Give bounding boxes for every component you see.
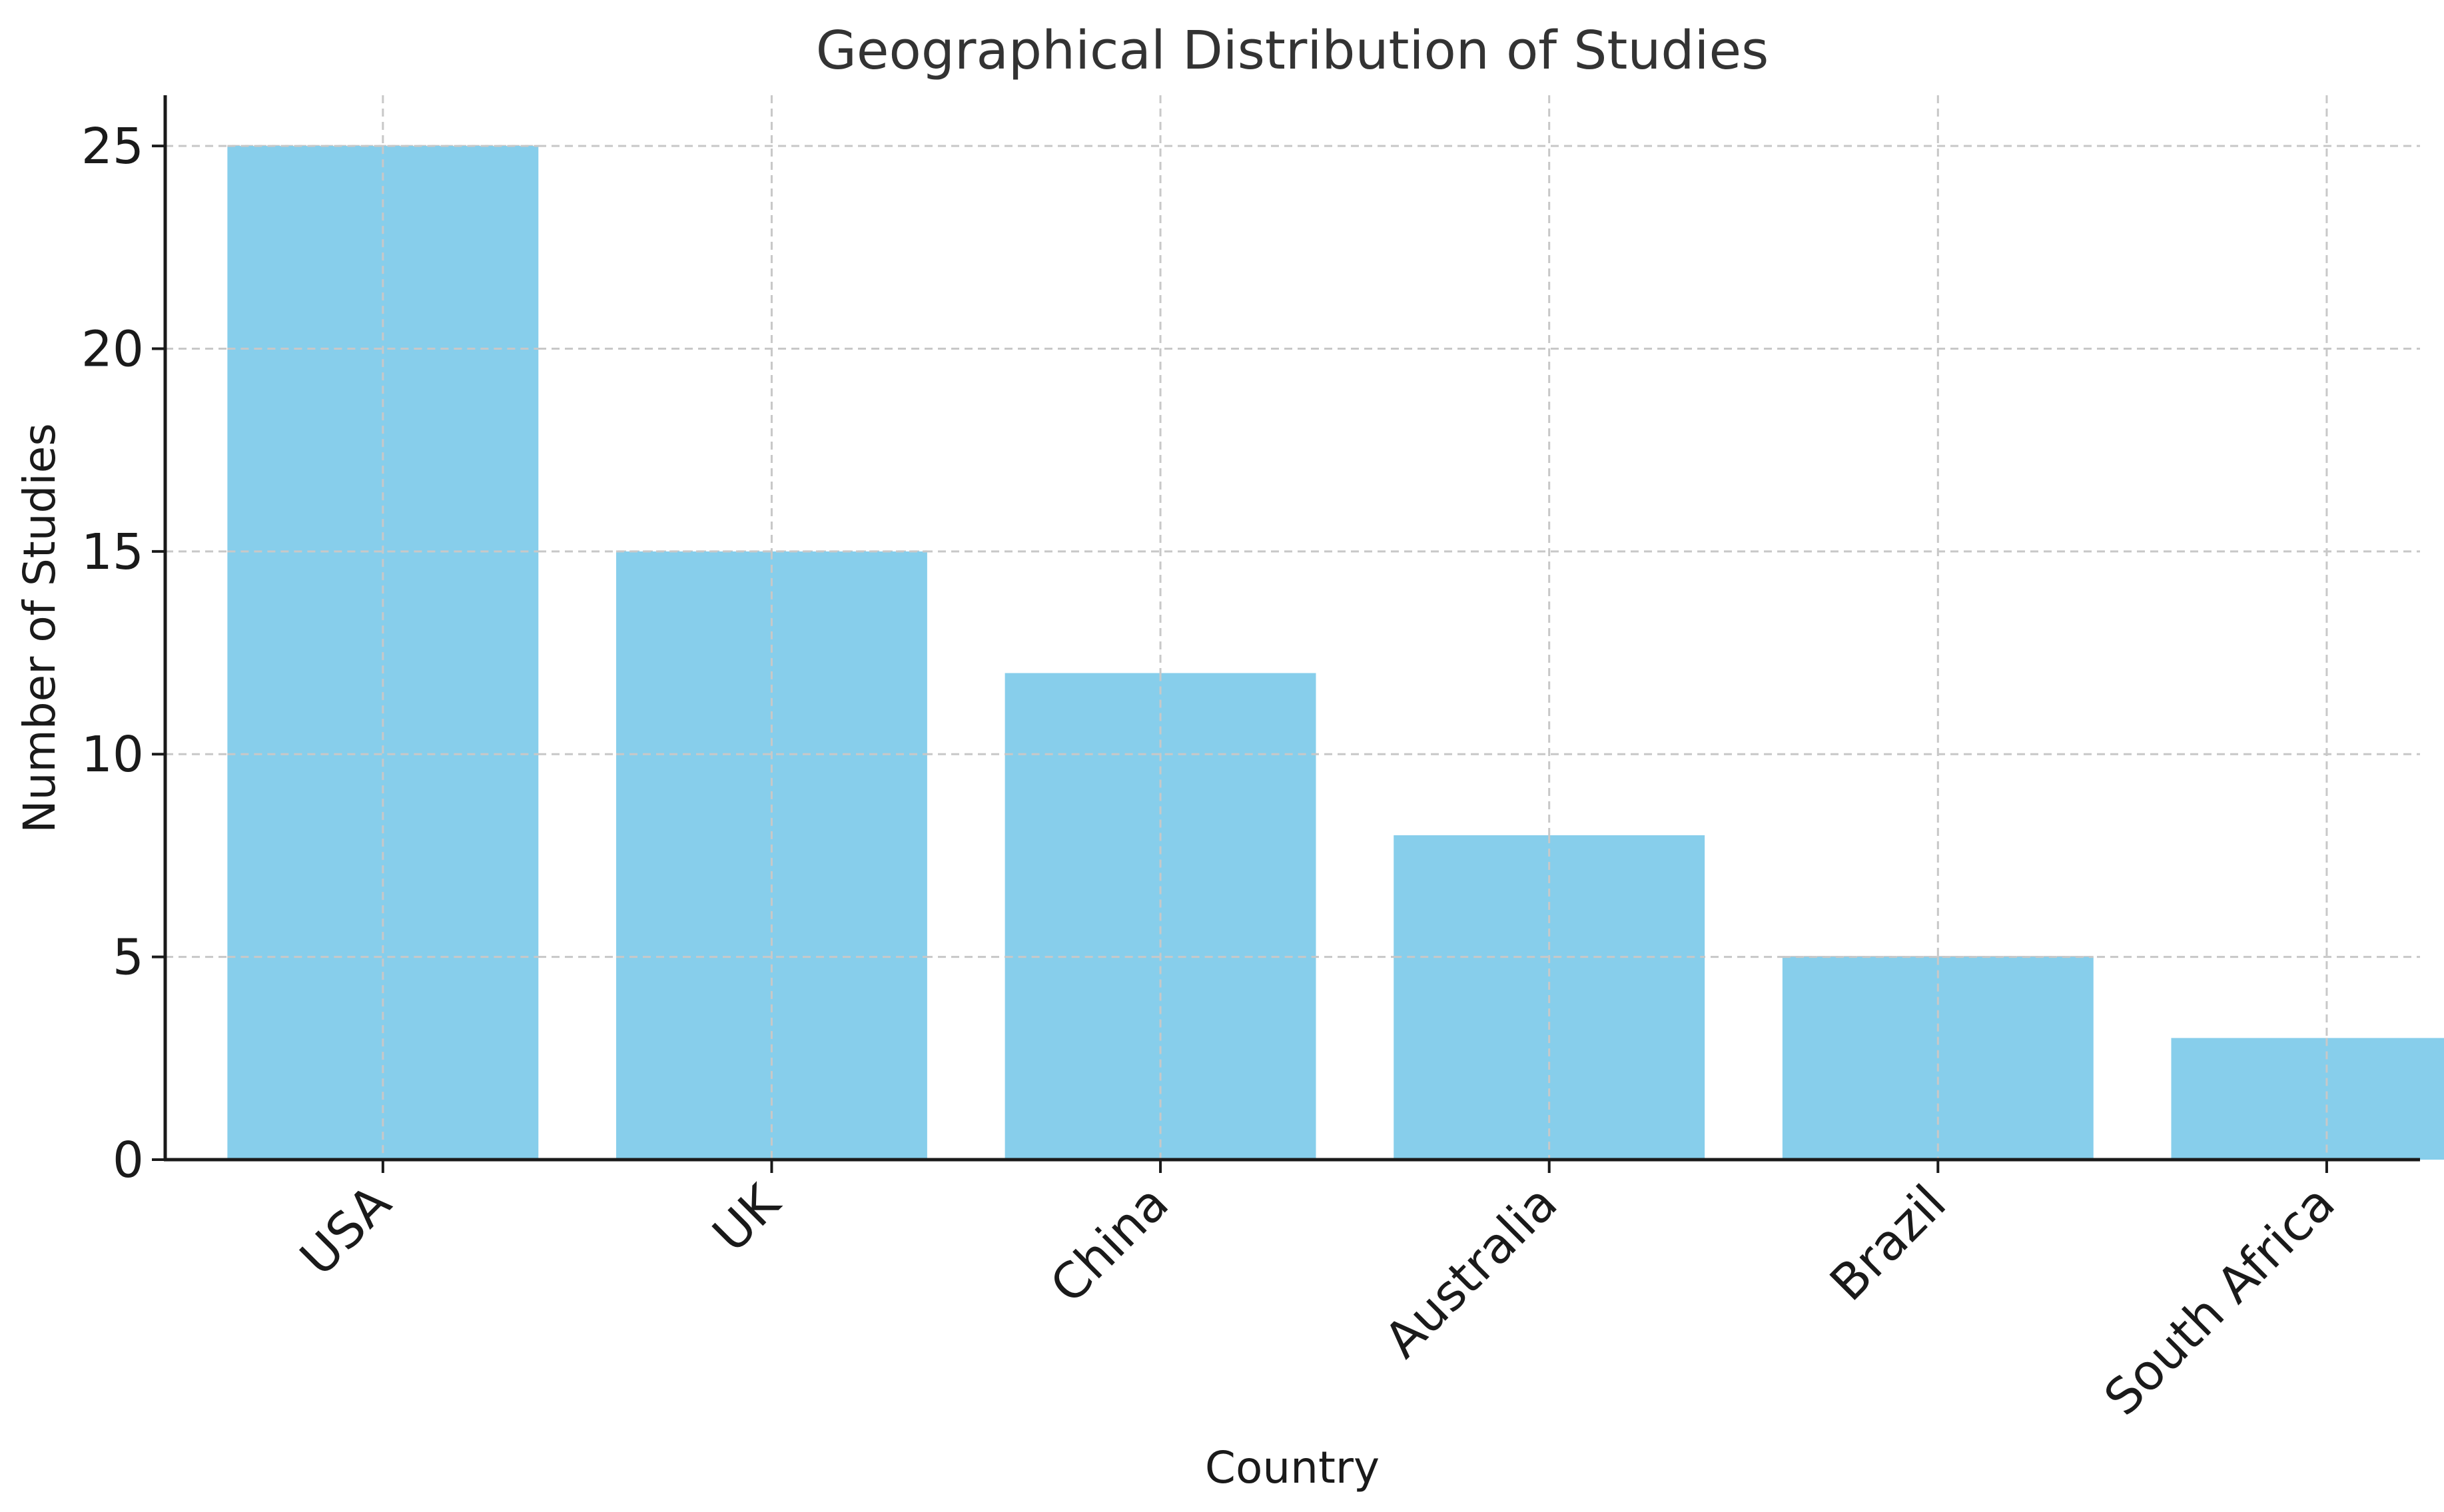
x-ticks: USA UK China Australia Brazil South Africa [289, 1160, 2346, 1427]
x-tick-label: UK [702, 1173, 792, 1263]
chart-title: Geographical Distribution of Studies [816, 20, 1769, 81]
axes [163, 95, 2420, 1162]
x-axis-label: Country [1205, 1442, 1380, 1493]
bar-south-africa [2171, 1038, 2444, 1160]
x-tick-label: Australia [1374, 1174, 1568, 1369]
x-tick-label: China [1040, 1174, 1180, 1314]
y-tick-label: 25 [81, 118, 144, 175]
y-tick-label: 0 [113, 1132, 144, 1189]
y-tick-label: 10 [81, 726, 144, 783]
x-tick-label: USA [289, 1174, 402, 1287]
y-tick-label: 5 [113, 929, 144, 986]
bar-uk [616, 551, 927, 1160]
y-ticks: 0 5 10 15 20 25 [81, 118, 165, 1189]
y-axis-label: Number of Studies [14, 423, 65, 833]
bars [227, 145, 2444, 1160]
x-tick-label: South Africa [2094, 1174, 2346, 1427]
x-tick-label: Brazil [1819, 1174, 1957, 1312]
y-tick-label: 15 [81, 524, 144, 581]
y-tick-label: 20 [81, 320, 144, 378]
